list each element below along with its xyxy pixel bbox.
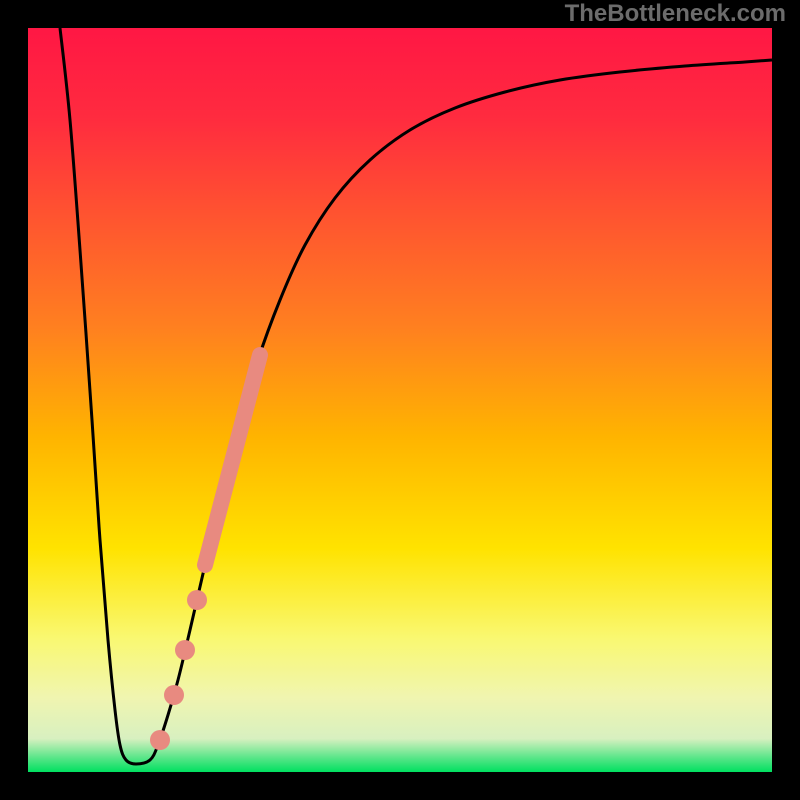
chart-background xyxy=(28,28,772,772)
chart-container: TheBottleneck.com xyxy=(0,0,800,800)
watermark-text: TheBottleneck.com xyxy=(565,0,786,28)
highlight-dot xyxy=(187,590,207,610)
bottleneck-chart xyxy=(0,0,800,800)
highlight-dot xyxy=(164,685,184,705)
highlight-dot xyxy=(150,730,170,750)
highlight-dot xyxy=(175,640,195,660)
